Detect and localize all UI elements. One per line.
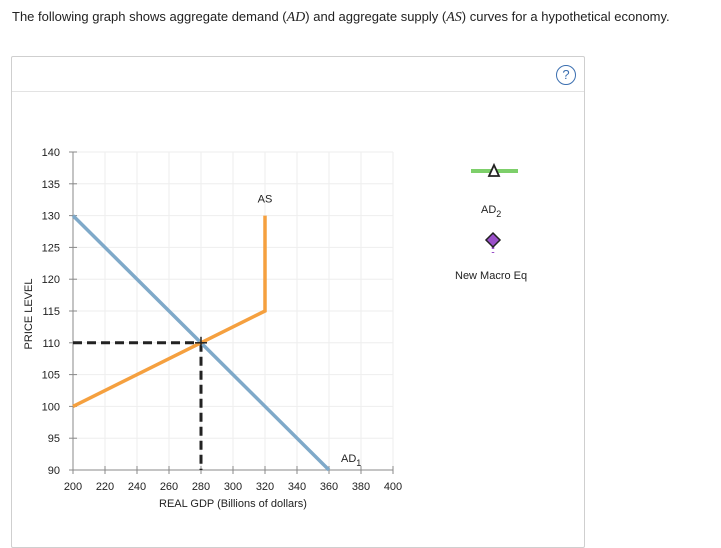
- diamond-icon[interactable]: [484, 231, 502, 249]
- labels-layer: 90 95 100 105 110 115 120 125 130 135 140 200 220 240…: [23, 147, 402, 510]
- ad1-subscript: 1: [356, 458, 361, 468]
- x-tick-label: 300: [224, 481, 242, 493]
- y-tick-label: 100: [42, 401, 60, 413]
- prompt-ad: AD: [286, 10, 306, 25]
- triangle-icon[interactable]: [487, 162, 501, 177]
- x-tick-label: 380: [352, 481, 370, 493]
- y-tick-label: 90: [48, 465, 60, 477]
- prompt-before: The following graph shows aggregate dema…: [12, 9, 287, 24]
- y-tick-label: 95: [48, 433, 60, 445]
- x-tick-label: 220: [96, 481, 114, 493]
- new-eq-tool-label: New Macro Eq: [455, 270, 527, 282]
- x-tick-label: 340: [288, 481, 306, 493]
- y-tick-label: 135: [42, 179, 60, 191]
- x-tick-label: 320: [256, 481, 274, 493]
- x-tick-label: 240: [128, 481, 146, 493]
- y-tick-label: 140: [42, 147, 60, 159]
- prompt-middle: ) and aggregate supply (: [305, 9, 447, 24]
- x-tick-label: 360: [320, 481, 338, 493]
- prompt-as: AS: [446, 10, 462, 25]
- help-icon[interactable]: ?: [556, 65, 576, 85]
- as-curve-label: AS: [258, 194, 273, 206]
- y-tick-label: 125: [42, 242, 60, 254]
- x-axis-title: REAL GDP (Billions of dollars): [159, 498, 307, 510]
- y-tick-label: 130: [42, 211, 60, 223]
- ad1-curve-label: AD1: [341, 453, 361, 468]
- y-tick-label: 120: [42, 274, 60, 286]
- y-tick-label: 105: [42, 370, 60, 382]
- grid: [72, 151, 394, 471]
- as-curve[interactable]: [72, 215, 267, 408]
- y-tick-label: 115: [42, 306, 60, 318]
- ad2-tool-subscript: 2: [496, 209, 501, 219]
- ad2-tool-label: AD2: [481, 204, 501, 219]
- x-tick-label: 280: [192, 481, 210, 493]
- graph-panel: ?: [11, 56, 585, 548]
- x-tick-label: 260: [160, 481, 178, 493]
- question-prompt: The following graph shows aggregate dema…: [12, 9, 670, 26]
- prompt-after: ) curves for a hypothetical economy.: [461, 9, 670, 24]
- series-layer: [71, 214, 331, 472]
- axes: [69, 151, 394, 474]
- tool-palette: AD2 New Macro Eq: [455, 162, 527, 282]
- panel-header: ?: [12, 57, 584, 92]
- x-tick-label: 400: [384, 481, 402, 493]
- x-tick-label: 200: [64, 481, 82, 493]
- y-tick-label: 110: [42, 338, 60, 350]
- y-axis-title: PRICE LEVEL: [23, 279, 35, 350]
